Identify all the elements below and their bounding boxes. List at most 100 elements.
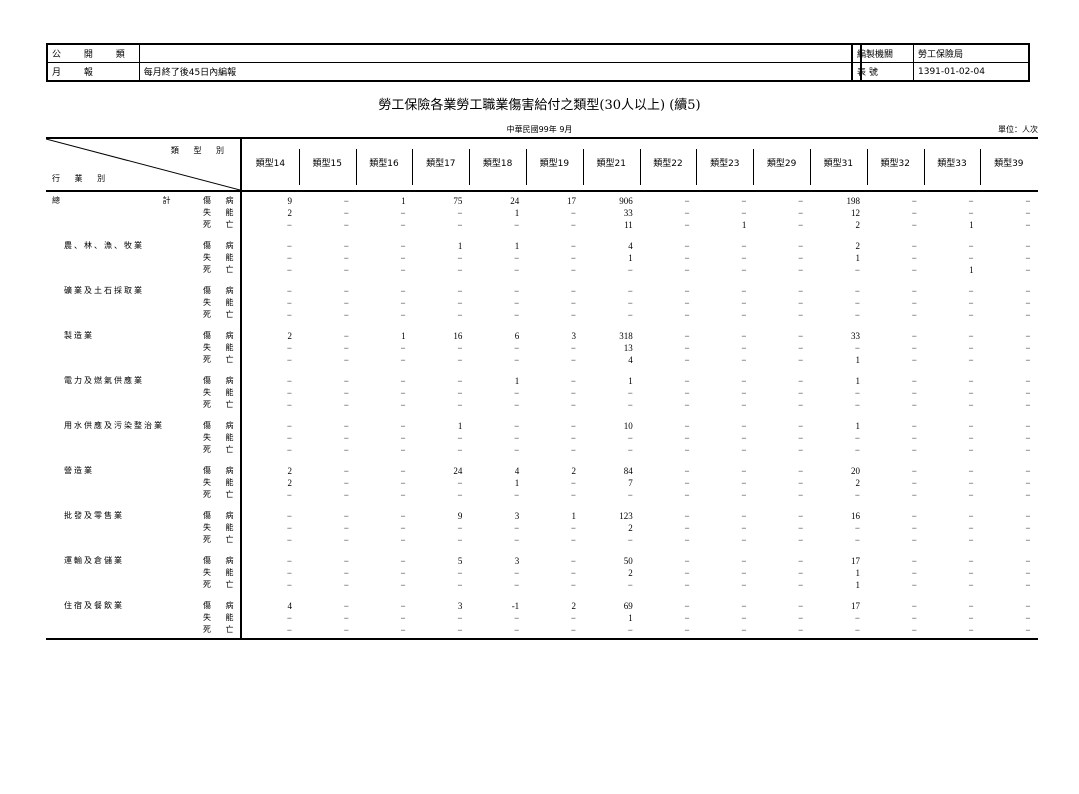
table-cell: 2	[571, 601, 577, 611]
table-cell: −	[684, 265, 690, 275]
industry-label: 製造業	[64, 331, 94, 340]
table-cell: −	[968, 253, 974, 263]
table-cell: −	[457, 388, 463, 398]
table-cell: −	[627, 265, 633, 275]
table-cell: −	[343, 466, 349, 476]
table-cell: −	[798, 613, 804, 623]
table-cell: −	[1025, 388, 1031, 398]
table-cell: −	[286, 355, 292, 365]
table-cell: −	[741, 490, 747, 500]
table-cell: −	[684, 421, 690, 431]
table-cell: 1	[855, 376, 861, 386]
table-cell: −	[684, 490, 690, 500]
row-type-label: 死 亡	[203, 490, 240, 499]
row-type-label: 傷 病	[203, 331, 240, 340]
table-cell: 3	[457, 601, 463, 611]
table-cell: −	[400, 421, 406, 431]
table-cell: −	[968, 376, 974, 386]
table-cell: −	[286, 490, 292, 500]
table-cell: −	[854, 523, 860, 533]
table-cell: 2	[628, 523, 633, 533]
row-type-label: 傷 病	[203, 241, 240, 250]
table-cell: −	[400, 580, 406, 590]
table-cell: −	[457, 613, 463, 623]
table-cell: −	[514, 568, 520, 578]
table-cell: −	[1025, 613, 1031, 623]
table-cell: −	[514, 625, 520, 635]
table-cell: −	[457, 286, 463, 296]
table-cell: 123	[619, 511, 633, 521]
table-cell: −	[798, 343, 804, 353]
table-cell: −	[741, 388, 747, 398]
table-cell: −	[343, 625, 349, 635]
table-cell: −	[400, 286, 406, 296]
table-cell: −	[570, 433, 576, 443]
table-cell: −	[911, 400, 917, 410]
table-cell: 3	[514, 511, 520, 521]
table-cell: −	[570, 286, 576, 296]
table-cell: 1	[741, 220, 747, 230]
row-type-label: 失 能	[203, 478, 240, 487]
table-cell: −	[854, 343, 860, 353]
table-cell: −	[343, 265, 349, 275]
table-cell: −	[1025, 376, 1031, 386]
table-cell: −	[798, 286, 804, 296]
table-cell: −	[343, 523, 349, 533]
table-cell: −	[684, 535, 690, 545]
table-cell: −	[400, 556, 406, 566]
table-cell: −	[684, 433, 690, 443]
table-cell: −	[741, 331, 747, 341]
table-cell: −	[741, 613, 747, 623]
agency-value: 勞工保險局	[913, 43, 1030, 63]
table-cell: −	[570, 253, 576, 263]
table-cell: −	[1025, 286, 1031, 296]
table-cell: −	[968, 556, 974, 566]
table-cell: 12	[851, 208, 860, 218]
table-cell: −	[741, 625, 747, 635]
table-cell: −	[400, 523, 406, 533]
table-cell: −	[570, 310, 576, 320]
statistics-table: 類 型 別 行 業 別 類型14 類型15 類型16 類型17 類型18 類型19 類型21…	[46, 137, 1038, 640]
page-title: 勞工保險各業勞工職業傷害給付之類型(30人以上) (續5)	[378, 98, 701, 113]
table-cell: −	[400, 445, 406, 455]
table-cell: 24	[510, 196, 520, 206]
row-type-label: 失 能	[203, 253, 240, 262]
table-cell: −	[286, 286, 292, 296]
table-cell: −	[968, 523, 974, 533]
table-cell: −	[1025, 331, 1031, 341]
table-cell: −	[1025, 355, 1031, 365]
table-cell: 1	[571, 511, 577, 521]
table-cell: −	[514, 580, 520, 590]
table-cell: −	[343, 580, 349, 590]
table-cell: 1	[855, 580, 861, 590]
table-cell: −	[514, 253, 520, 263]
table-cell: −	[684, 241, 690, 251]
table-cell: −	[684, 355, 690, 365]
table-cell: 1	[514, 478, 520, 488]
table-cell: −	[400, 625, 406, 635]
table-cell: −	[570, 625, 576, 635]
table-cell: −	[1025, 490, 1031, 500]
header-right-box: 編製機關 勞工保險局 表 號 1391-01-02-04	[851, 43, 1030, 82]
table-cell: −	[343, 421, 349, 431]
table-cell: −	[570, 490, 576, 500]
header-left-box: 公 開 類 月 報 每月終了後45日內編報	[46, 43, 862, 82]
table-cell: −	[911, 490, 917, 500]
table-cell: −	[343, 568, 349, 578]
table-cell: −	[286, 400, 292, 410]
row-type-label: 死 亡	[203, 220, 240, 229]
row-type-label: 失 能	[203, 613, 240, 622]
table-cell: −	[968, 331, 974, 341]
table-cell: −	[798, 421, 804, 431]
table-cell: −	[854, 490, 860, 500]
table-cell: −	[741, 580, 747, 590]
table-cell: −	[741, 196, 747, 206]
table-cell: −	[400, 535, 406, 545]
table-cell: −	[968, 310, 974, 320]
table-cell: −	[798, 376, 804, 386]
table-cell: −	[514, 490, 520, 500]
industry-label: 用水供應及污染整治業	[64, 421, 164, 430]
table-cell: −	[684, 196, 690, 206]
row-type-label: 傷 病	[203, 286, 240, 295]
table-cell: −	[741, 466, 747, 476]
